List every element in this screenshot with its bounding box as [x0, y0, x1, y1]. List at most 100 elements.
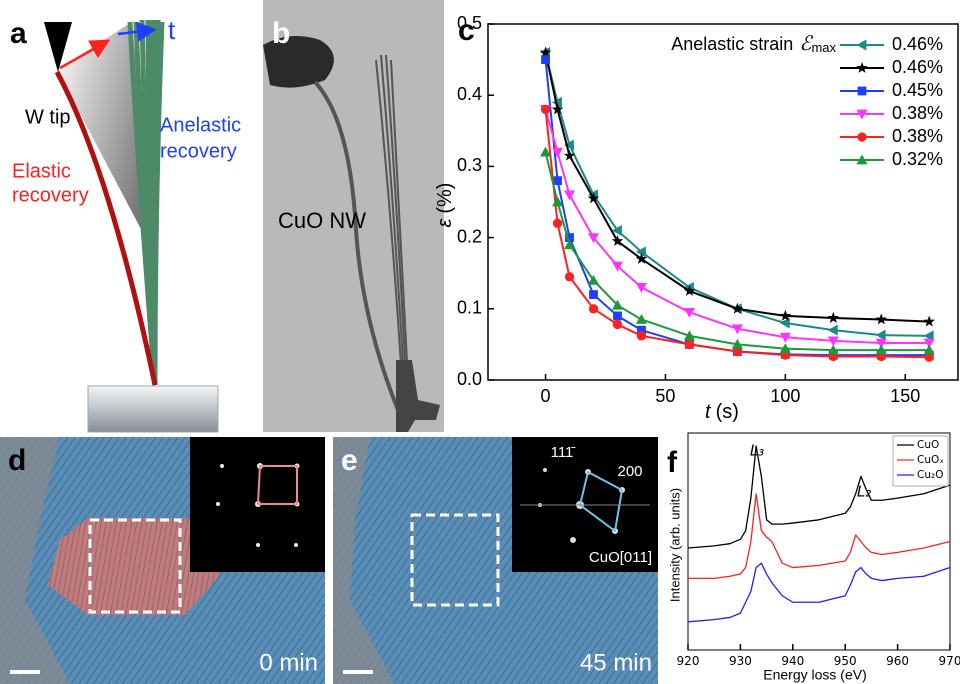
marker [540, 146, 552, 157]
marker [565, 233, 574, 242]
x-axis-label: t (s) [705, 401, 739, 423]
x-tick-label: 940 [781, 654, 804, 668]
marker [613, 311, 622, 321]
marker [856, 154, 868, 165]
line-series [544, 52, 930, 323]
marker [552, 147, 564, 158]
peak-label: L₂ [857, 483, 871, 501]
line-series [544, 52, 930, 337]
marker [779, 317, 790, 329]
marker [635, 313, 647, 324]
marker [875, 329, 886, 341]
panel-label: a [10, 17, 27, 50]
legend-label: 0.46% [892, 34, 943, 54]
panel-label: d [8, 444, 26, 477]
marker [732, 346, 743, 357]
legend-label: Cu₂O [917, 469, 943, 481]
marker [587, 192, 600, 204]
panel-label: c [458, 14, 475, 47]
marker [611, 299, 623, 310]
panel-e: e 111̄ 200 CuO[011] 45 min [333, 437, 658, 684]
panel-d: d 0 min [0, 437, 325, 684]
y-tick-label: 0.4 [457, 84, 482, 104]
marker [588, 304, 599, 314]
marker [827, 324, 838, 336]
vacuum [333, 437, 395, 684]
marker [731, 324, 743, 335]
elastic-arrow [59, 39, 111, 70]
series-group [687, 445, 951, 623]
marker [683, 330, 695, 341]
marker [589, 290, 598, 299]
legend-box [892, 435, 949, 487]
legend-label: 0.38% [892, 103, 943, 123]
base-image [396, 360, 440, 432]
marker [612, 319, 623, 330]
axis-symbol: t [705, 401, 712, 423]
legend-title-text: Anelastic strain [671, 34, 793, 54]
axis-symbol: ε [434, 217, 456, 227]
marker [611, 235, 624, 247]
x-axis-label: Energy loss (eV) [763, 667, 866, 683]
marker [551, 103, 564, 115]
substrate [87, 385, 219, 433]
y-tick-label: 0.2 [457, 226, 482, 246]
anelastic-label: Anelastic [160, 114, 241, 136]
marker [564, 139, 574, 151]
legend-label: 0.45% [892, 80, 943, 100]
marker [611, 261, 623, 272]
x-tick-label: 930 [729, 654, 752, 668]
spot-label: 200 [617, 463, 642, 480]
marker [683, 307, 695, 318]
axis-unit: (s) [716, 401, 739, 423]
legend-label: 0.38% [892, 126, 943, 146]
selection-box [88, 518, 182, 614]
y-tick-label: 0.0 [457, 369, 482, 389]
panel-b: b CuO NW [263, 0, 444, 432]
anelastic-fan [127, 19, 165, 386]
legend-label: CuO [917, 439, 939, 451]
marker [924, 352, 934, 362]
anelastic-label: recovery [160, 140, 237, 162]
marker [731, 302, 744, 314]
x-tick-label: 0 [541, 386, 551, 406]
marker [684, 339, 695, 350]
nanowire [313, 80, 400, 411]
legend-label: 0.46% [892, 57, 943, 77]
marker [635, 283, 647, 293]
line-series [687, 562, 951, 623]
fft-cell [256, 465, 298, 505]
panel-label: b [272, 17, 290, 50]
marker [564, 239, 576, 250]
marker [875, 313, 888, 325]
x-tick-label: 960 [886, 654, 909, 668]
line-series [544, 109, 930, 359]
marker [564, 272, 575, 282]
marker [827, 312, 840, 323]
marker [875, 344, 887, 355]
zone-axis: CuO[011] [589, 549, 652, 566]
sweep-shading [57, 22, 152, 250]
peak-label: L₃ [750, 442, 764, 460]
line-series [687, 445, 951, 549]
elastic-label: recovery [12, 184, 89, 206]
line-series [688, 493, 951, 580]
marker [635, 246, 646, 258]
panel-a: a t W tip Elastic recovery Anelastic rec… [10, 15, 241, 433]
x-tick-label: 970 [939, 654, 960, 668]
marker [588, 233, 600, 244]
marker [588, 274, 600, 285]
marker [564, 190, 576, 201]
y-axis-label: Intensity (arb. units) [667, 488, 682, 602]
marker [857, 132, 867, 142]
marker [779, 332, 791, 343]
tip-label: W tip [25, 106, 71, 128]
elastic-wire [54, 70, 158, 386]
nanowire-bundle [375, 54, 409, 381]
marker [683, 284, 696, 296]
marker [731, 338, 743, 349]
y-axis-label: ε (%) [434, 183, 456, 228]
w-tip [44, 22, 72, 72]
fft-cell [578, 470, 624, 533]
time-label: t [168, 15, 176, 45]
